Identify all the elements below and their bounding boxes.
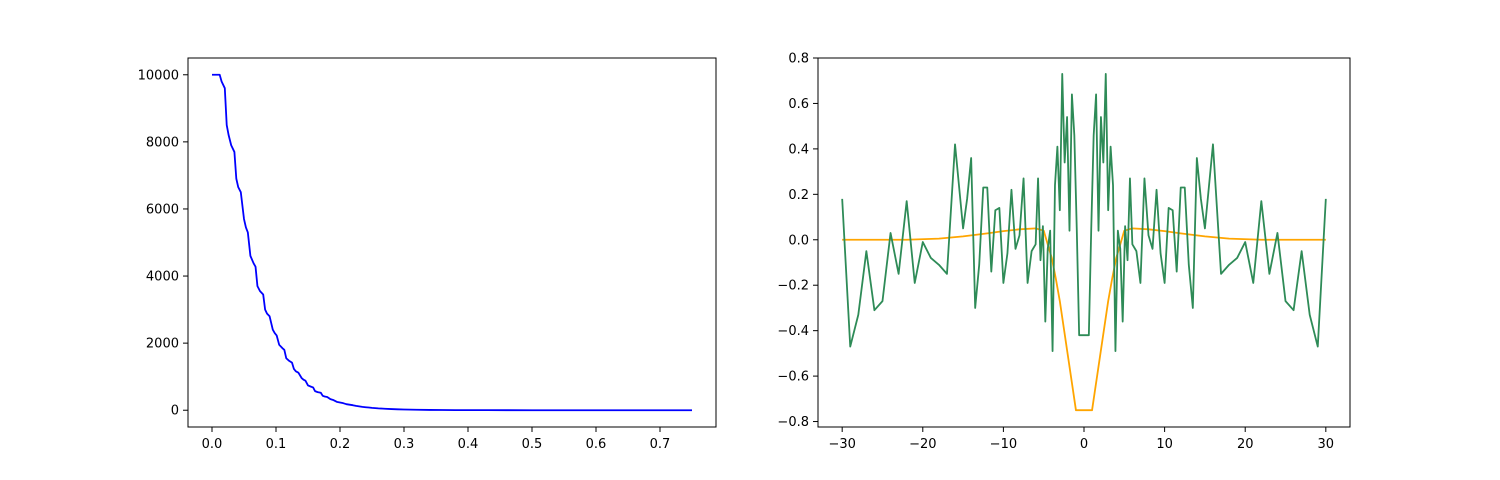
y-tick-label: 0.4 — [788, 142, 809, 157]
y-tick-label: −0.8 — [777, 415, 809, 430]
y-tick-label: −0.2 — [777, 279, 809, 294]
y-tick-label: 0 — [171, 404, 179, 419]
series-line-1 — [841, 73, 1327, 353]
x-tick-label: −10 — [990, 437, 1017, 452]
y-tick-label: 0.2 — [788, 188, 809, 203]
x-tick-label: 0 — [1080, 437, 1088, 452]
x-tick-label: 30 — [1318, 437, 1335, 452]
y-tick-label: 2000 — [146, 337, 179, 352]
x-tick-label: −20 — [909, 437, 936, 452]
plot-frame — [187, 57, 717, 428]
y-tick-label: 6000 — [146, 202, 179, 217]
left-chart: 0.0 0.1 0.2 0.3 0.4 0.5 0.6 0.7 0 2000 4000 6000 800… — [138, 57, 717, 452]
x-tick-label: 0.5 — [522, 437, 543, 452]
y-tick-label: 0.0 — [788, 233, 809, 248]
y-tick-label: 0.6 — [788, 97, 809, 112]
y-tick-label: 10000 — [138, 68, 179, 83]
y-tick-label: 4000 — [146, 270, 179, 285]
x-tick-label: 0.4 — [458, 437, 479, 452]
y-tick-label: 8000 — [146, 135, 179, 150]
plot-frame — [817, 57, 1351, 428]
x-tick-label: 10 — [1156, 437, 1173, 452]
y-tick-label: −0.4 — [777, 324, 809, 339]
series-line-0 — [212, 73, 692, 412]
x-tick-label: 0.2 — [330, 437, 351, 452]
x-tick-label: 0.7 — [650, 437, 671, 452]
x-tick-label: 20 — [1237, 437, 1254, 452]
series-line-0 — [842, 227, 1326, 412]
x-tick-label: 0.0 — [202, 437, 223, 452]
x-tick-label: 0.3 — [394, 437, 415, 452]
x-tick-label: 0.1 — [266, 437, 287, 452]
y-tick-label: −0.6 — [777, 370, 809, 385]
x-tick-label: 0.6 — [586, 437, 607, 452]
y-tick-label: 0.8 — [788, 52, 809, 67]
x-tick-label: −30 — [828, 437, 855, 452]
right-chart: −30 −20 −10 0 10 20 30 −0.8 −0.6 −0.4 −0.2 0.0 0.2 0.… — [777, 52, 1351, 452]
